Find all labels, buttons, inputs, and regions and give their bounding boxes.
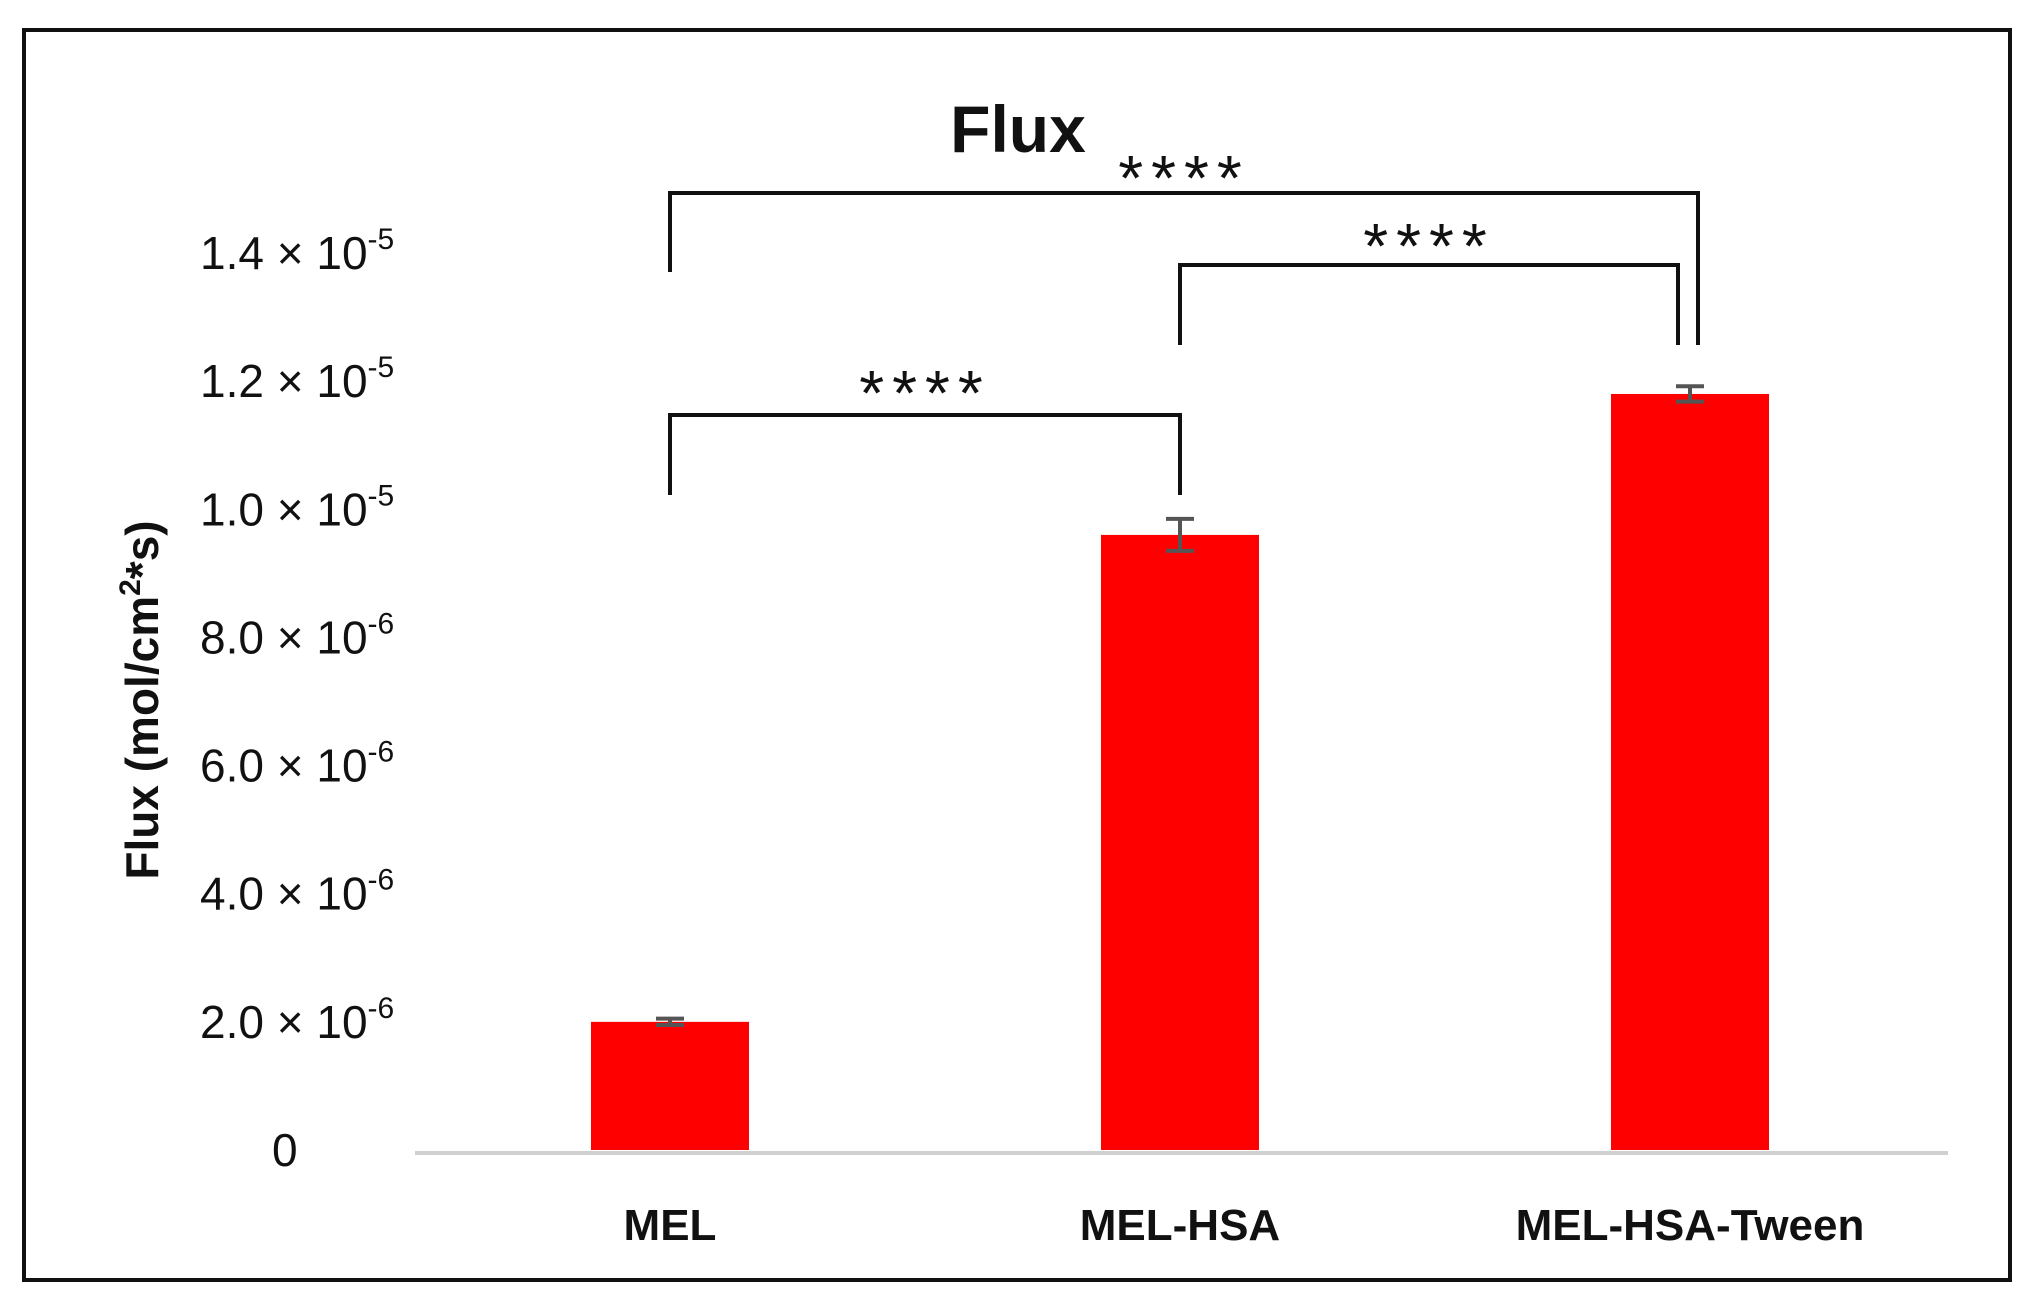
significance-label: **** (1363, 210, 1495, 282)
significance-bracket (668, 413, 1182, 495)
y-tick-label: 6.0 × 10-6 (200, 736, 394, 792)
y-tick-label: 1.2 × 10-5 (200, 351, 394, 407)
y-tick-exponent: -6 (368, 607, 395, 640)
y-tick-label: 0 (272, 1124, 298, 1176)
y-tick-label: 4.0 × 10-6 (200, 864, 394, 920)
chart-title: Flux (950, 92, 1086, 166)
y-tick-label: 8.0 × 10-6 (200, 607, 394, 663)
y-tick-label: 1.4 × 10-5 (200, 223, 394, 279)
y-tick-exponent: -6 (368, 864, 395, 897)
y-tick-mantissa: 6.0 × 10 (200, 740, 368, 792)
x-axis-categories: MEL MEL-HSA MEL-HSA-Tween (624, 1201, 1865, 1250)
y-tick-label: 1.0 × 10-5 (200, 479, 394, 535)
y-axis-label-suffix: *s) (116, 520, 168, 579)
y-tick-mantissa: 1.4 × 10 (200, 227, 368, 279)
y-tick-exponent: -6 (368, 736, 395, 769)
bar-mel-hsa-tween (1611, 393, 1769, 1150)
significance-label: **** (859, 357, 991, 429)
significance-brackets: **** **** **** (668, 142, 1700, 495)
bars (591, 393, 1769, 1150)
x-category-label: MEL-HSA (1080, 1201, 1280, 1250)
bar-mel (591, 1021, 749, 1150)
error-bars (656, 384, 1704, 1028)
y-tick-mantissa: 1.0 × 10 (200, 483, 368, 535)
y-tick-exponent: -5 (368, 223, 395, 256)
y-tick-exponent: -5 (368, 479, 395, 512)
y-tick-exponent: -6 (368, 992, 395, 1025)
significance-bracket (1178, 263, 1680, 345)
y-tick-exponent: -5 (368, 351, 395, 384)
x-category-label: MEL-HSA-Tween (1516, 1201, 1865, 1250)
x-category-label: MEL (624, 1201, 717, 1250)
y-axis-label: Flux (mol/cm2*s) (114, 520, 168, 879)
y-axis-label-main: Flux (mol/cm (116, 596, 168, 880)
significance-label: **** (1118, 142, 1250, 214)
significance-bracket (668, 191, 1700, 345)
y-tick-mantissa: 0 (272, 1124, 298, 1176)
y-tick-mantissa: 4.0 × 10 (200, 868, 368, 920)
bar-mel-hsa (1101, 534, 1259, 1150)
y-axis-ticks: 02.0 × 10-64.0 × 10-66.0 × 10-68.0 × 10-… (200, 223, 394, 1176)
y-tick-mantissa: 2.0 × 10 (200, 996, 368, 1048)
y-tick-label: 2.0 × 10-6 (200, 992, 394, 1048)
y-axis-label-superscript: 2 (114, 579, 147, 596)
y-tick-mantissa: 8.0 × 10 (200, 611, 368, 663)
y-tick-mantissa: 1.2 × 10 (200, 355, 368, 407)
